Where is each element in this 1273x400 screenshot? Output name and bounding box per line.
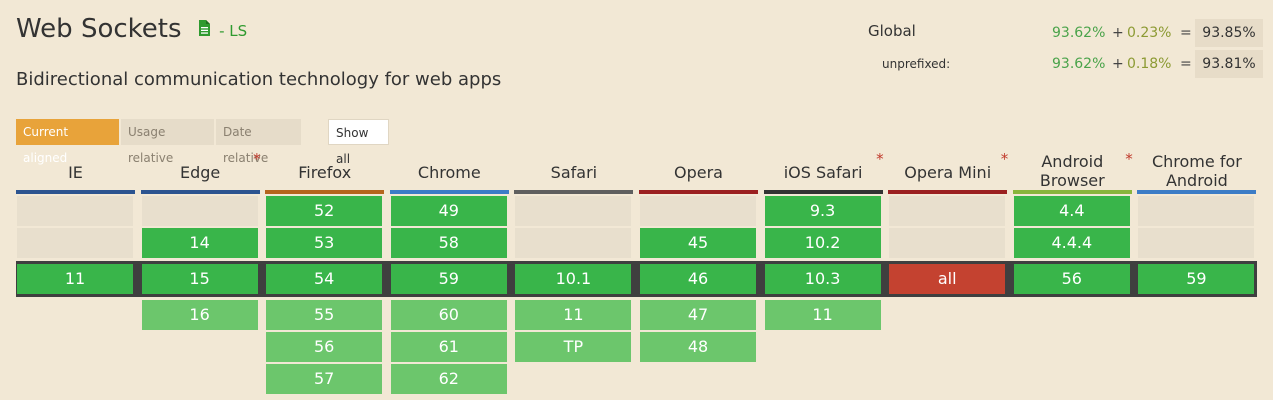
future-version-cell[interactable]: 47 bbox=[640, 300, 756, 330]
empty-cell bbox=[1138, 196, 1254, 226]
equals-sign: = bbox=[1180, 25, 1192, 41]
browser-name: IE bbox=[16, 163, 135, 182]
browser-color-bar bbox=[639, 190, 758, 194]
future-version-cell[interactable]: 48 bbox=[640, 332, 756, 362]
feature-title: Web Sockets - LS bbox=[16, 14, 247, 45]
plus-sign: + bbox=[1112, 56, 1124, 72]
global-usage-label: Global bbox=[868, 22, 916, 40]
current-version-cell[interactable]: 54 bbox=[266, 264, 382, 294]
current-version-cell[interactable]: 46 bbox=[640, 264, 756, 294]
future-version-cell[interactable]: 57 bbox=[266, 364, 382, 394]
empty-cell bbox=[17, 228, 133, 258]
browser-name: Safari bbox=[514, 163, 633, 182]
browser-name: Edge bbox=[141, 163, 260, 182]
browser-color-bar bbox=[265, 190, 384, 194]
browser-header-edge: Edge * bbox=[141, 150, 260, 194]
future-version-cell[interactable]: 61 bbox=[391, 332, 507, 362]
browser-header-chrome: Chrome bbox=[390, 150, 509, 194]
version-cell[interactable]: 14 bbox=[142, 228, 258, 258]
browser-color-bar bbox=[1137, 190, 1256, 194]
browser-name: Chrome for Android bbox=[1137, 152, 1256, 190]
note-asterisk[interactable]: * bbox=[1001, 150, 1009, 168]
date-relative-button[interactable]: Date relative bbox=[216, 119, 301, 145]
browser-header-firefox: Firefox bbox=[265, 150, 384, 194]
feature-description: Bidirectional communication technology f… bbox=[16, 69, 501, 90]
unprefixed-supported-value: 93.62% bbox=[1052, 56, 1105, 72]
browser-color-bar bbox=[141, 190, 260, 194]
browser-name: Opera bbox=[639, 163, 758, 182]
version-cell[interactable]: 9.3 bbox=[765, 196, 881, 226]
empty-cell bbox=[142, 196, 258, 226]
usage-relative-button[interactable]: Usage relative bbox=[121, 119, 214, 145]
version-cell[interactable]: 58 bbox=[391, 228, 507, 258]
browser-name: Chrome bbox=[390, 163, 509, 182]
future-version-cell[interactable]: TP bbox=[515, 332, 631, 362]
browser-name: Opera Mini bbox=[888, 163, 1007, 182]
future-version-cell[interactable]: 16 bbox=[142, 300, 258, 330]
equals-sign: = bbox=[1180, 56, 1192, 72]
empty-cell bbox=[1138, 228, 1254, 258]
version-cell[interactable]: 52 bbox=[266, 196, 382, 226]
browser-header-ie: IE bbox=[16, 150, 135, 194]
browser-name: iOS Safari bbox=[764, 163, 883, 182]
future-version-cell[interactable]: 60 bbox=[391, 300, 507, 330]
browser-color-bar bbox=[390, 190, 509, 194]
browser-name: Firefox bbox=[265, 163, 384, 182]
browser-color-bar bbox=[1013, 190, 1132, 194]
current-version-cell[interactable]: all bbox=[889, 264, 1005, 294]
browser-header-chrome-for-android: Chrome for Android bbox=[1137, 150, 1256, 194]
note-asterisk[interactable]: * bbox=[253, 150, 261, 168]
version-cell[interactable]: 45 bbox=[640, 228, 756, 258]
empty-cell bbox=[889, 228, 1005, 258]
future-version-cell[interactable]: 11 bbox=[765, 300, 881, 330]
current-version-cell[interactable]: 11 bbox=[17, 264, 133, 294]
browser-name: Android Browser bbox=[1013, 152, 1132, 190]
empty-cell bbox=[515, 196, 631, 226]
unprefixed-total-value: 93.81% bbox=[1195, 50, 1263, 78]
version-cell[interactable]: 53 bbox=[266, 228, 382, 258]
spec-status[interactable]: - LS bbox=[219, 22, 247, 40]
future-version-cell[interactable]: 55 bbox=[266, 300, 382, 330]
browser-color-bar bbox=[888, 190, 1007, 194]
browser-header-safari: Safari bbox=[514, 150, 633, 194]
plus-sign: + bbox=[1112, 25, 1124, 41]
browser-header-android-browser: Android Browser * bbox=[1013, 150, 1132, 194]
future-version-cell[interactable]: 11 bbox=[515, 300, 631, 330]
global-total-value: 93.85% bbox=[1195, 19, 1263, 47]
unprefixed-usage-label: unprefixed: bbox=[882, 57, 950, 71]
future-version-cell[interactable]: 56 bbox=[266, 332, 382, 362]
empty-cell bbox=[17, 196, 133, 226]
future-version-cell[interactable]: 62 bbox=[391, 364, 507, 394]
global-supported-value: 93.62% bbox=[1052, 25, 1105, 41]
empty-cell bbox=[640, 196, 756, 226]
current-aligned-button[interactable]: Current aligned bbox=[16, 119, 119, 145]
note-asterisk[interactable]: * bbox=[876, 150, 884, 168]
feature-title-text: Web Sockets bbox=[16, 14, 182, 44]
global-partial-value: 0.23% bbox=[1127, 25, 1171, 41]
unprefixed-partial-value: 0.18% bbox=[1127, 56, 1171, 72]
current-version-cell[interactable]: 59 bbox=[1138, 264, 1254, 294]
current-version-cell[interactable]: 10.1 bbox=[515, 264, 631, 294]
current-version-cell[interactable]: 15 bbox=[142, 264, 258, 294]
version-cell[interactable]: 49 bbox=[391, 196, 507, 226]
note-asterisk[interactable]: * bbox=[1125, 150, 1133, 168]
browser-color-bar bbox=[764, 190, 883, 194]
current-version-cell[interactable]: 10.3 bbox=[765, 264, 881, 294]
browser-header-opera-mini: Opera Mini * bbox=[888, 150, 1007, 194]
version-cell[interactable]: 4.4 bbox=[1014, 196, 1130, 226]
version-cell[interactable]: 10.2 bbox=[765, 228, 881, 258]
version-cell[interactable]: 4.4.4 bbox=[1014, 228, 1130, 258]
show-all-button[interactable]: Show all bbox=[328, 119, 389, 145]
current-version-cell[interactable]: 56 bbox=[1014, 264, 1130, 294]
browser-color-bar bbox=[514, 190, 633, 194]
current-version-cell[interactable]: 59 bbox=[391, 264, 507, 294]
browser-color-bar bbox=[16, 190, 135, 194]
empty-cell bbox=[515, 228, 631, 258]
document-icon[interactable] bbox=[198, 13, 211, 43]
empty-cell bbox=[889, 196, 1005, 226]
browser-header-ios-safari: iOS Safari * bbox=[764, 150, 883, 194]
browser-header-opera: Opera bbox=[639, 150, 758, 194]
